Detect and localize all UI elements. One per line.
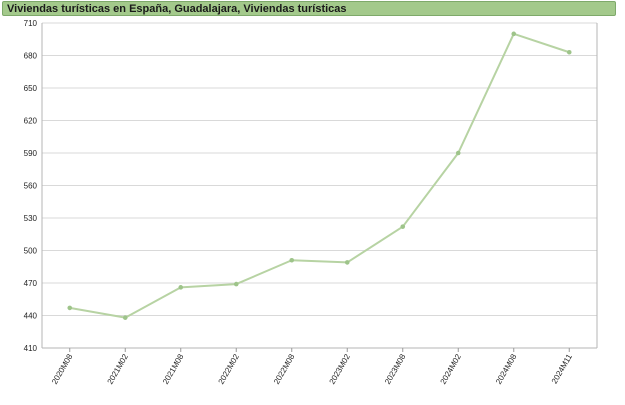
y-tick-label: 440 (24, 312, 38, 321)
y-tick-label: 470 (24, 279, 38, 288)
x-axis-ticks: 2020M08 2021M02 2021M08 2022M02 2022M08 2023M… (50, 348, 574, 386)
x-tick-label: 2024M02 (439, 352, 464, 386)
x-tick-label: 2021M08 (161, 352, 186, 386)
y-axis-ticks: 410 440 470 500 530 560 590 620 650 680 710 (24, 19, 38, 353)
y-tick-label: 560 (24, 182, 38, 191)
data-point[interactable] (289, 257, 295, 263)
x-tick-label: 2024M08 (494, 352, 519, 386)
y-tick-label: 410 (24, 344, 38, 353)
series-group (67, 31, 572, 320)
data-point[interactable] (178, 285, 184, 290)
y-tick-label: 710 (24, 19, 38, 28)
y-tick-label: 500 (24, 247, 38, 256)
x-tick-label: 2022M08 (272, 352, 297, 386)
data-point[interactable] (455, 150, 461, 156)
data-point[interactable] (122, 315, 128, 320)
x-tick-label: 2023M02 (328, 352, 353, 386)
y-tick-label: 650 (24, 84, 38, 93)
chart-title: Viviendas turísticas en España, Guadalaj… (7, 3, 347, 15)
chart-title-bar: Viviendas turísticas en España, Guadalaj… (2, 1, 616, 16)
y-tick-label: 680 (24, 52, 38, 61)
data-point[interactable] (566, 49, 572, 55)
x-tick-label: 2023M08 (383, 352, 408, 386)
data-point[interactable] (400, 224, 406, 229)
series-line (69, 32, 570, 319)
y-tick-label: 620 (24, 117, 38, 126)
x-tick-label: 2021M02 (106, 352, 131, 386)
grid-lines (42, 22, 597, 349)
data-point[interactable] (344, 260, 350, 265)
data-point[interactable] (67, 305, 73, 311)
x-tick-label: 2020M08 (50, 352, 75, 386)
x-tick-label: 2022M02 (217, 352, 242, 386)
x-tick-label: 2024M11 (550, 352, 574, 385)
y-tick-label: 530 (24, 214, 38, 223)
data-point[interactable] (233, 281, 239, 287)
axes (41, 23, 598, 349)
y-tick-label: 590 (24, 149, 38, 158)
data-point[interactable] (511, 31, 517, 37)
